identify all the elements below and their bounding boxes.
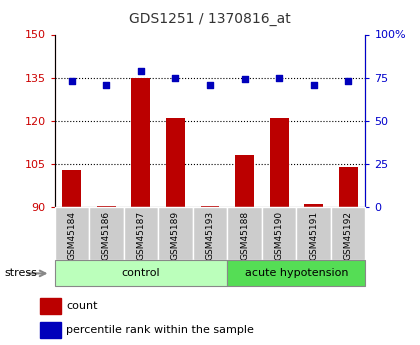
Bar xyxy=(40,322,61,338)
Bar xyxy=(235,155,254,207)
Bar xyxy=(331,207,365,260)
Bar xyxy=(97,206,116,207)
Bar xyxy=(55,260,227,286)
Text: GSM45190: GSM45190 xyxy=(275,211,284,260)
Bar xyxy=(193,207,227,260)
Bar xyxy=(270,118,289,207)
Text: count: count xyxy=(66,301,98,311)
Point xyxy=(241,77,248,82)
Point xyxy=(138,68,144,73)
Bar xyxy=(227,260,365,286)
Bar xyxy=(63,170,81,207)
Text: GSM45193: GSM45193 xyxy=(205,211,215,260)
Point xyxy=(345,78,352,84)
Bar xyxy=(55,207,89,260)
Text: acute hypotension: acute hypotension xyxy=(244,268,348,278)
Point xyxy=(172,75,179,80)
Bar xyxy=(227,207,262,260)
Bar xyxy=(339,167,357,207)
Point xyxy=(310,82,317,87)
Text: GSM45189: GSM45189 xyxy=(171,211,180,260)
Text: GSM45184: GSM45184 xyxy=(67,211,76,260)
Text: GSM45186: GSM45186 xyxy=(102,211,111,260)
Bar xyxy=(304,204,323,207)
Bar xyxy=(123,207,158,260)
Bar xyxy=(40,298,61,314)
Text: GDS1251 / 1370816_at: GDS1251 / 1370816_at xyxy=(129,12,291,26)
Bar xyxy=(158,207,193,260)
Bar xyxy=(200,206,220,207)
Text: GSM45191: GSM45191 xyxy=(309,211,318,260)
Point xyxy=(207,82,213,87)
Text: stress: stress xyxy=(4,268,37,278)
Bar xyxy=(262,207,297,260)
Point xyxy=(276,75,282,80)
Bar xyxy=(131,78,150,207)
Point xyxy=(68,78,75,84)
Text: GSM45187: GSM45187 xyxy=(136,211,145,260)
Point xyxy=(103,82,110,87)
Bar xyxy=(297,207,331,260)
Text: GSM45188: GSM45188 xyxy=(240,211,249,260)
Text: percentile rank within the sample: percentile rank within the sample xyxy=(66,325,254,335)
Text: control: control xyxy=(122,268,160,278)
Text: GSM45192: GSM45192 xyxy=(344,211,353,260)
Bar xyxy=(89,207,123,260)
Bar xyxy=(166,118,185,207)
